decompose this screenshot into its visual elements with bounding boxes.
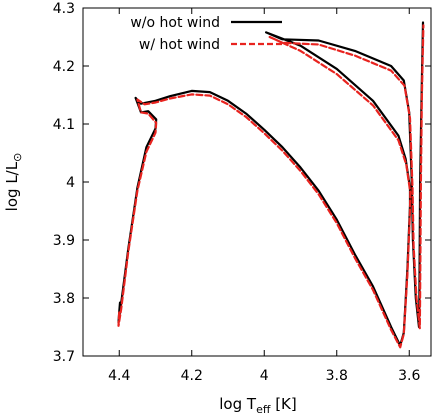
y-tick-label: 4 bbox=[66, 175, 75, 191]
y-tick-label: 3.9 bbox=[53, 233, 75, 249]
y-tick-label: 4.3 bbox=[53, 1, 75, 17]
ticks-layer: 4.4 4.2 4 3.8 3.6 3.7 3.8 3.9 4 4.1 4.2 4.3 bbox=[53, 1, 431, 384]
y-axis-label: log L/L⊙ bbox=[3, 153, 24, 212]
legend-label: w/o hot wind bbox=[130, 15, 220, 31]
series-line bbox=[117, 24, 425, 349]
legend: w/o hot wind w/ hot wind bbox=[130, 15, 282, 53]
plot-frame bbox=[82, 7, 432, 357]
x-tick-label: 4.4 bbox=[108, 368, 130, 384]
series-layer bbox=[117, 21, 425, 349]
y-tick-label: 4.1 bbox=[53, 117, 75, 133]
series-line bbox=[117, 21, 425, 347]
y-tick-label: 3.8 bbox=[53, 291, 75, 307]
x-tick-label: 4.2 bbox=[181, 368, 203, 384]
y-tick-label: 4.2 bbox=[53, 59, 75, 75]
x-tick-label: 3.6 bbox=[398, 368, 420, 384]
x-tick-label: 3.8 bbox=[326, 368, 348, 384]
x-tick-label: 4 bbox=[260, 368, 269, 384]
y-tick-label: 3.7 bbox=[53, 349, 75, 365]
x-axis-label: log Teff [K] bbox=[219, 395, 296, 415]
legend-label: w/ hot wind bbox=[139, 37, 220, 53]
